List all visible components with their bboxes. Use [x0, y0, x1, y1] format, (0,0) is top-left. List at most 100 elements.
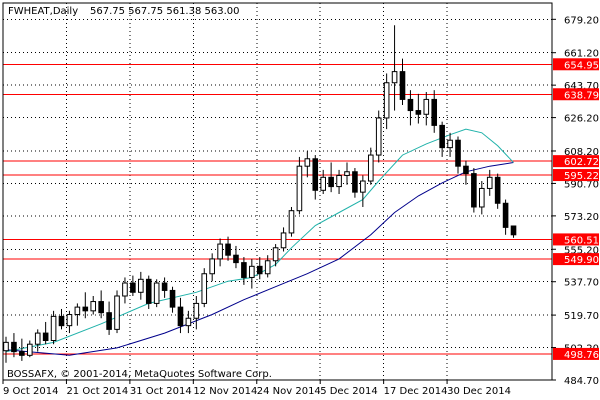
candle [130, 275, 136, 296]
candle [344, 162, 350, 185]
candle [360, 175, 366, 207]
candle-body-down [502, 202, 509, 228]
candle-body-up [447, 139, 453, 149]
candle-body-up [26, 343, 33, 356]
candle [352, 168, 358, 198]
candle-body-up [296, 165, 303, 212]
candle-body-up [193, 302, 200, 319]
candle-body-down [42, 332, 49, 342]
candle-body-down [19, 351, 25, 356]
candle-body-up [201, 273, 208, 304]
candle [367, 147, 374, 185]
candle [82, 292, 89, 319]
candle-body-up [479, 187, 485, 208]
candle [145, 275, 152, 309]
candle-body-up [486, 176, 493, 189]
candle-body-up [50, 315, 57, 342]
x-tick-label: 30 Dec 2014 [447, 386, 511, 397]
candle [241, 257, 247, 285]
candle [407, 90, 414, 126]
candle [494, 173, 501, 209]
candle [304, 151, 311, 178]
candle-body-up [3, 341, 9, 352]
candle-body-down [106, 312, 112, 330]
candle-body-up [344, 171, 350, 176]
candle-body-up [383, 82, 390, 119]
candle-body-down [256, 265, 263, 275]
candle-body-down [328, 176, 334, 188]
candle-body-down [439, 124, 445, 149]
level-label-bg [553, 233, 599, 246]
candle [296, 156, 303, 215]
candle [312, 155, 319, 200]
candle-body-down [312, 158, 319, 191]
x-tick-label: 21 Oct 2014 [66, 386, 128, 397]
candle-body-down [11, 341, 17, 353]
candle [328, 162, 334, 193]
candle-body-up [264, 260, 271, 275]
candle-body-up [74, 306, 81, 316]
candle-body-up [280, 232, 287, 249]
y-tick-label: 555.20 [564, 245, 599, 256]
level-label: 498.76 [564, 350, 599, 361]
level-label-bg [553, 155, 599, 168]
candle [169, 286, 176, 313]
level-label-bg [553, 169, 599, 182]
candle-body-down [177, 306, 184, 327]
y-tick-label: 573.20 [564, 212, 599, 223]
y-tick-label: 661.20 [564, 49, 599, 60]
candle [177, 297, 184, 334]
candle-body-down [130, 282, 136, 293]
candle [138, 271, 144, 300]
candle [439, 121, 445, 157]
candle [225, 236, 231, 261]
candle [58, 308, 65, 330]
candle-body-up [122, 282, 128, 297]
candle [42, 321, 49, 345]
candle [114, 290, 120, 334]
candle [193, 295, 200, 330]
y-tick-label: 643.70 [564, 81, 599, 92]
candle [209, 253, 215, 282]
level-label-bg [553, 88, 599, 101]
level-labels: 654.95 638.79 602.72 595.22 560.51 549.90 498.… [553, 58, 599, 361]
candle-body-up [34, 332, 41, 345]
candle-body-up [367, 154, 374, 182]
candle-body-up [249, 265, 255, 278]
candle [280, 227, 287, 252]
candle-body-down [399, 71, 406, 100]
level-label-bg [553, 347, 599, 360]
candle-body-up [138, 278, 144, 293]
candle [463, 160, 469, 185]
x-tick-label: 5 Dec 2014 [320, 386, 378, 397]
candle-body-up [336, 174, 342, 188]
candle [161, 277, 168, 298]
x-tick-label: 12 Nov 2014 [193, 386, 257, 397]
x-axis: 9 Oct 2014 21 Oct 2014 31 Oct 2014 12 Nov 2… [2, 380, 511, 397]
candle-body-down [98, 301, 104, 314]
candle-body-down [352, 171, 358, 193]
candle [336, 169, 342, 195]
x-tick-label: 17 Dec 2014 [384, 386, 448, 397]
candles [3, 25, 517, 363]
candle [66, 310, 73, 334]
candle [26, 340, 33, 358]
candle-body-up [153, 282, 160, 304]
candle-body-down [241, 262, 247, 278]
candle [249, 258, 255, 289]
candle-body-down [471, 173, 477, 208]
candle [50, 310, 57, 345]
y-tick-label: 626.20 [564, 114, 599, 125]
candle [153, 279, 160, 308]
level-label: 595.22 [564, 171, 599, 182]
candle [415, 93, 422, 124]
plot-frame [2, 2, 553, 381]
candle-body-up [114, 295, 120, 330]
candle-body-up [391, 71, 398, 84]
candle [233, 245, 239, 269]
x-tick-label: 24 Nov 2014 [257, 386, 321, 397]
y-tick-label: 608.20 [564, 147, 599, 158]
candle [375, 110, 382, 163]
level-label: 560.51 [564, 235, 599, 246]
